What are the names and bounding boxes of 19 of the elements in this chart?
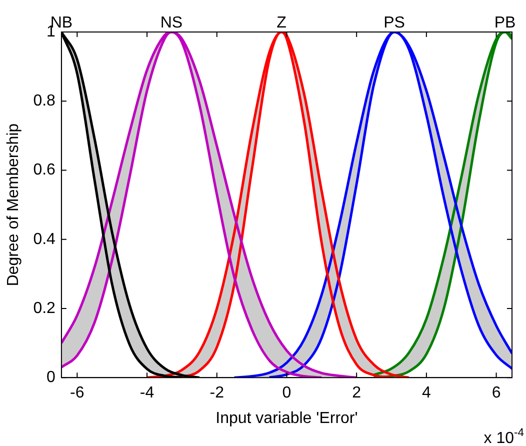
x-tick-label: 4 <box>422 384 431 402</box>
y-tick-label: 0.8 <box>33 92 56 110</box>
y-tick-label: 0 <box>46 369 56 386</box>
x-tick-label: 2 <box>352 384 362 402</box>
y-axis-title: Degree of Membership <box>5 123 22 286</box>
series-label: Z <box>276 14 287 32</box>
x-tick-label: 6 <box>492 384 501 402</box>
x-tick-label: -4 <box>140 384 154 402</box>
y-tick-label: 0.2 <box>33 300 56 317</box>
x-tick-label: -2 <box>210 384 224 402</box>
x-axis-title: Input variable 'Error' <box>216 410 358 427</box>
series-label: PB <box>494 14 516 32</box>
x-tick-label: 0 <box>282 384 292 402</box>
x-tick-label: -6 <box>70 384 84 402</box>
y-tick-label: 0.4 <box>33 230 56 248</box>
series-label: PS <box>384 14 405 32</box>
y-tick-label: 1 <box>46 23 56 40</box>
y-tick-label: 0.6 <box>33 162 56 179</box>
series-label: NS <box>160 14 183 32</box>
